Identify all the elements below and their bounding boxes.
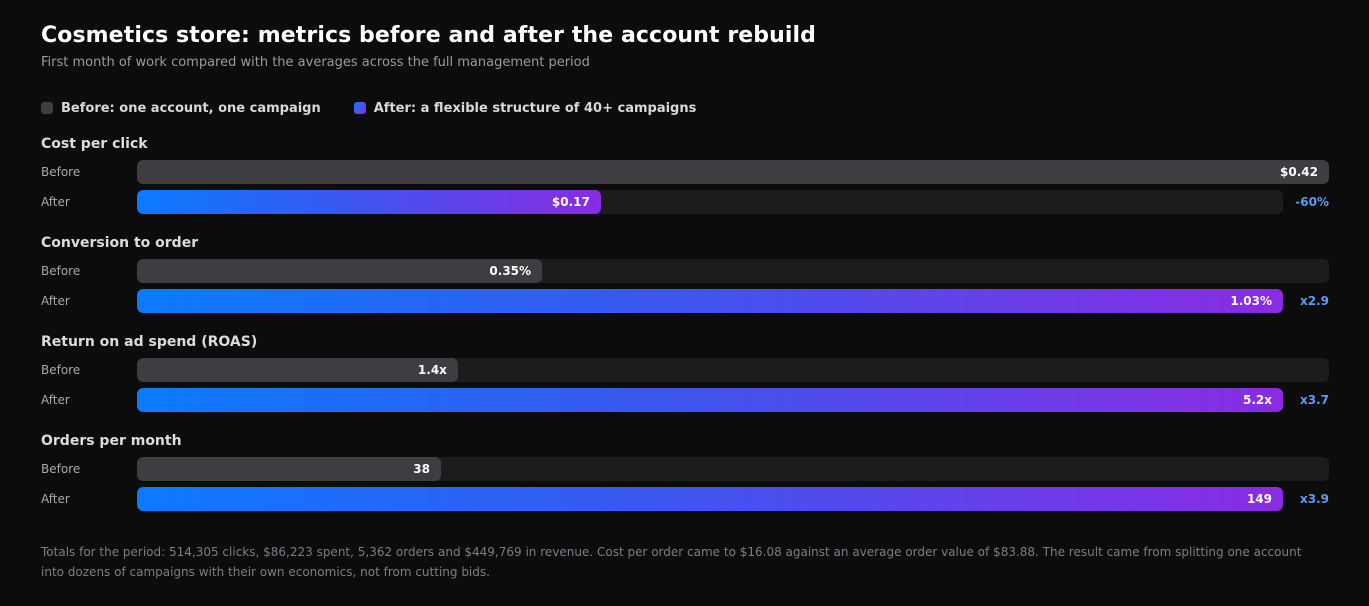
bar-after: 5.2x — [137, 388, 1283, 412]
bar-track: 0.35% — [137, 259, 1329, 283]
row-label-before: Before — [41, 165, 81, 179]
metric-group: Conversion to order Before 0.35% After 1.03%… — [41, 233, 1329, 332]
row-label-after: After — [41, 294, 70, 308]
metric-title: Conversion to order — [41, 235, 199, 251]
bar-value-label: $0.42 — [1280, 165, 1318, 179]
bar-after: $0.17 — [137, 190, 601, 214]
bar-track-wrap: 5.2x — [137, 388, 1283, 412]
legend: Before: one account, one campaign After:… — [41, 100, 1329, 116]
bar-row-after: After 5.2x x3.7 — [41, 388, 1329, 412]
change-badge: x3.7 — [1300, 393, 1329, 407]
legend-swatch-after — [353, 102, 366, 114]
bar-track-wrap: 0.35% — [137, 259, 1329, 283]
bar-track-wrap: 38 — [137, 457, 1329, 481]
bar-value-label: 38 — [413, 462, 430, 476]
metric-group: Cost per click Before $0.42 After $0.17 -60% — [41, 134, 1329, 233]
bar-row-after: After 1.03% x2.9 — [41, 289, 1329, 313]
bar-track-wrap: 1.4x — [137, 358, 1329, 382]
bar-track: 1.4x — [137, 358, 1329, 382]
change-badge: x2.9 — [1300, 294, 1329, 308]
bar-value-label: 0.35% — [489, 264, 532, 278]
bar-row-before: Before 38 — [41, 457, 1329, 481]
bar-track-wrap: $0.42 — [137, 160, 1329, 184]
bar-after: 1.03% — [137, 289, 1283, 313]
bar-track: 5.2x — [137, 388, 1283, 412]
bar-row-before: Before 1.4x — [41, 358, 1329, 382]
legend-label-after: After: a flexible structure of 40+ campa… — [373, 100, 697, 116]
row-label-after: After — [41, 393, 70, 407]
metric-group: Orders per month Before 38 After 149 x3.9 — [41, 431, 1329, 530]
row-label-before: Before — [41, 264, 81, 278]
metric-title: Return on ad spend (ROAS) — [41, 334, 258, 350]
bar-row-after: After 149 x3.9 — [41, 487, 1329, 511]
legend-swatch-before — [41, 102, 53, 114]
bar-value-label: 149 — [1246, 492, 1272, 506]
row-label-before: Before — [41, 462, 81, 476]
chart-subtitle: First month of work compared with the av… — [41, 55, 590, 70]
row-label-after: After — [41, 492, 70, 506]
row-label-before: Before — [41, 363, 81, 377]
bar-before: 1.4x — [137, 358, 458, 382]
legend-item-before: Before: one account, one campaign — [41, 101, 321, 116]
bar-row-after: After $0.17 -60% — [41, 190, 1329, 214]
change-badge: -60% — [1295, 195, 1329, 209]
bar-track: 149 — [137, 487, 1283, 511]
bar-value-label: 1.03% — [1230, 294, 1272, 308]
metric-title: Orders per month — [41, 433, 182, 449]
bar-track: 38 — [137, 457, 1329, 481]
bar-before: 38 — [137, 457, 441, 481]
metrics-list: Cost per click Before $0.42 After $0.17 -60% C… — [41, 134, 1329, 530]
bar-after: 149 — [137, 487, 1283, 511]
bar-value-label: 5.2x — [1243, 393, 1272, 407]
legend-item-after: After: a flexible structure of 40+ campa… — [353, 100, 697, 116]
metric-group: Return on ad spend (ROAS) Before 1.4x After… — [41, 332, 1329, 431]
bar-before: 0.35% — [137, 259, 543, 283]
change-badge: x3.9 — [1300, 492, 1329, 506]
legend-label-before: Before: one account, one campaign — [61, 100, 321, 116]
bar-track: 1.03% — [137, 289, 1283, 313]
bar-row-before: Before $0.42 — [41, 160, 1329, 184]
bar-track: $0.42 — [137, 160, 1329, 184]
row-label-after: After — [41, 195, 70, 209]
bar-value-label: $0.17 — [551, 195, 590, 209]
bar-row-before: Before 0.35% — [41, 259, 1329, 283]
bar-track-wrap: 149 — [137, 487, 1283, 511]
bar-track: $0.17 — [137, 190, 1283, 214]
bar-before: $0.42 — [137, 160, 1329, 184]
bar-value-label: 1.4x — [417, 363, 447, 377]
bar-track-wrap: $0.17 — [137, 190, 1283, 214]
metric-title: Cost per click — [41, 136, 148, 152]
chart-title: Cosmetics store: metrics before and afte… — [41, 23, 817, 48]
bar-track-wrap: 1.03% — [137, 289, 1283, 313]
footnote: Totals for the period: 514,305 clicks, $… — [41, 545, 1302, 579]
